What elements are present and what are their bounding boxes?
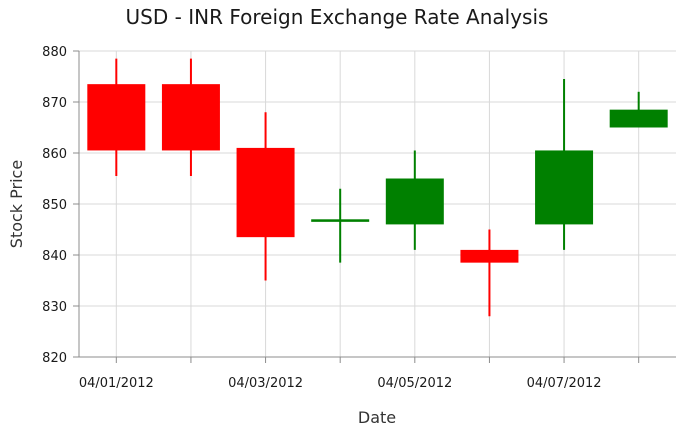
label-layer: 820 830 840 850 860 870 880 04/01/2012 04/03/201…: [42, 45, 601, 391]
candle-body: [311, 219, 370, 222]
candle: [311, 188, 370, 263]
y-tick-label: 830: [42, 300, 67, 315]
candle: [87, 58, 146, 176]
chart-title: USD - INR Foreign Exchange Rate Analysis: [126, 5, 549, 29]
candle-layer: [87, 58, 668, 317]
y-tick-label: 860: [42, 147, 67, 162]
candle-body: [161, 84, 220, 151]
candle-body: [460, 249, 519, 263]
y-tick-label: 820: [42, 351, 67, 366]
candle-body: [87, 84, 146, 151]
y-tick-label: 850: [42, 198, 67, 213]
x-tick-label: 04/03/2012: [228, 376, 303, 391]
candle: [460, 229, 519, 317]
x-tick-label: 04/07/2012: [527, 376, 602, 391]
candle-body: [609, 109, 668, 128]
x-tick-label: 04/01/2012: [79, 376, 154, 391]
candle-body: [535, 150, 594, 225]
candle: [385, 150, 444, 250]
x-tick-label: 04/05/2012: [377, 376, 452, 391]
candle-body: [385, 178, 444, 225]
candle: [236, 112, 295, 281]
x-axis-title: Date: [358, 408, 396, 427]
y-tick-label: 840: [42, 249, 67, 264]
candle: [161, 58, 220, 176]
candle-body: [236, 147, 295, 238]
axis-layer: [73, 50, 676, 363]
y-axis-title: Stock Price: [7, 160, 26, 248]
candle: [609, 91, 668, 128]
y-tick-label: 880: [42, 45, 67, 60]
candle: [535, 79, 594, 250]
y-tick-label: 870: [42, 96, 67, 111]
